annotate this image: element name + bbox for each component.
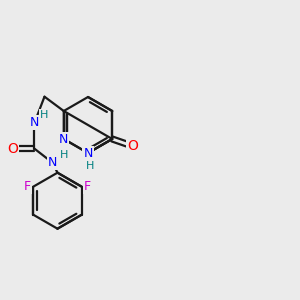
Text: O: O — [128, 139, 139, 153]
Text: N: N — [83, 146, 93, 160]
Text: F: F — [84, 180, 91, 193]
Text: H: H — [85, 160, 94, 171]
Text: F: F — [24, 180, 31, 193]
Text: H: H — [40, 110, 49, 120]
Text: N: N — [30, 116, 39, 129]
Text: N: N — [48, 156, 57, 169]
Text: H: H — [60, 150, 69, 160]
Text: O: O — [7, 142, 18, 156]
Text: N: N — [59, 133, 68, 146]
